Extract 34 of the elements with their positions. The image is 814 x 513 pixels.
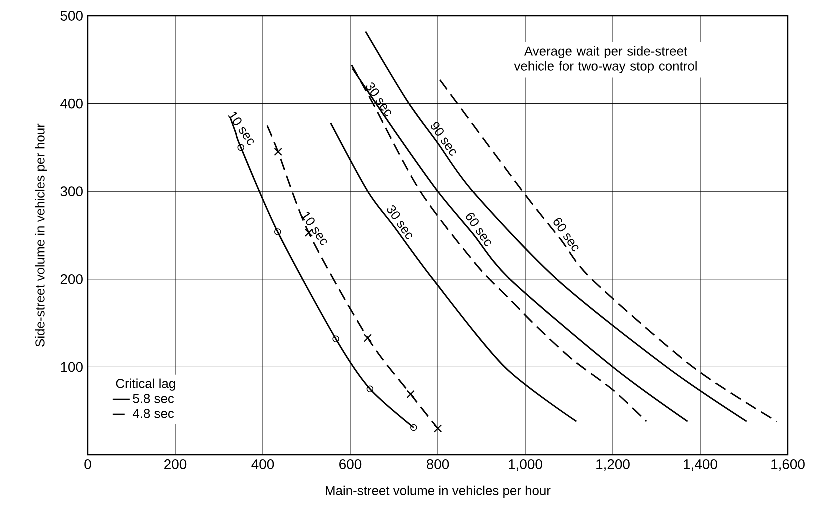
- point: [274, 148, 282, 156]
- point: [434, 424, 442, 433]
- point: [274, 228, 282, 236]
- x-tick-label: 1,000: [509, 460, 542, 472]
- x-tick-label: 400: [252, 460, 274, 470]
- x-tick-label: 1,200: [596, 460, 630, 472]
- x-tick-label: 1,600: [772, 460, 805, 472]
- y-tick-label: 500: [60, 11, 83, 21]
- point: [410, 424, 418, 432]
- x-tick-label: 200: [164, 460, 187, 470]
- x-tick-label: 0: [84, 460, 92, 470]
- legend-label: 4.8 sec: [132, 409, 174, 418]
- legend-title: Critical lag: [116, 378, 176, 391]
- annotation: 90 sec: [430, 122, 456, 156]
- y-tick-label: 100: [61, 362, 83, 372]
- x-tick-label: 600: [340, 460, 362, 470]
- x-tick-label: 800: [426, 460, 450, 470]
- annotation: 60 sec: [466, 212, 492, 246]
- y-axis-title: Side-street volume in vehicles per hour: [35, 124, 48, 347]
- y-tick-label: 400: [60, 98, 83, 109]
- legend-label: 5.8 sec: [133, 394, 174, 404]
- point: [366, 386, 374, 393]
- point: [364, 334, 372, 342]
- annotation: 10 sec: [301, 212, 328, 246]
- y-tick-label: 300: [60, 186, 83, 197]
- annotation: 30 sec: [387, 206, 412, 240]
- x-axis-title: Main-street volume in vehicles per hour: [326, 486, 551, 498]
- y-tick-label: 200: [60, 274, 83, 284]
- annotation: Average wait per side-street vehicle for two-way stop control: [514, 46, 697, 74]
- point: [332, 336, 340, 342]
- annotation: 60 sec: [554, 218, 579, 252]
- point: [406, 390, 415, 399]
- annotation: 30 sec: [366, 82, 392, 116]
- x-tick-label: 1,400: [684, 460, 718, 472]
